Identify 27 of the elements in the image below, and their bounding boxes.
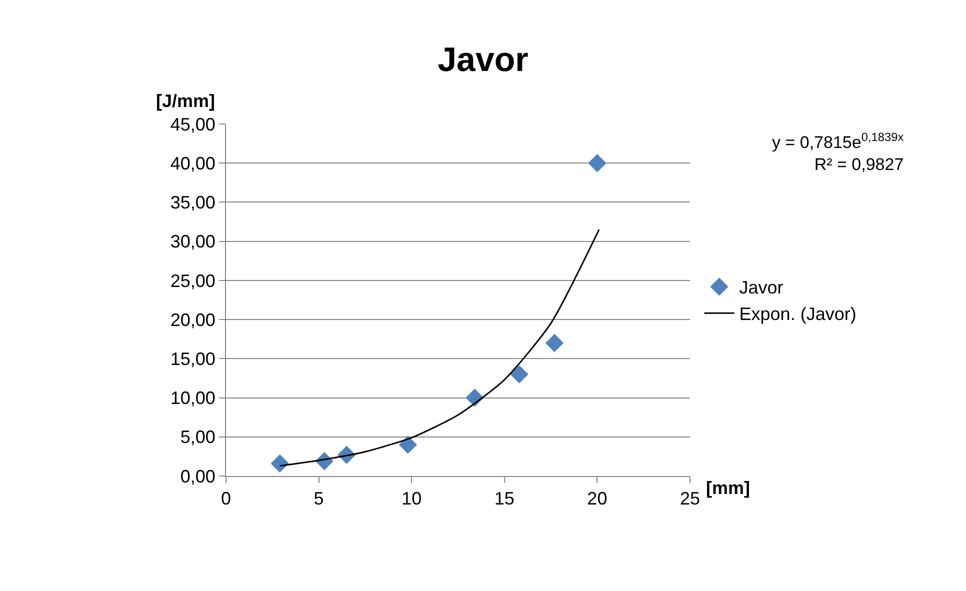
y-tick-label: 5,00 — [180, 427, 216, 448]
x-tick-label: 15 — [494, 488, 514, 509]
legend-label: Javor — [739, 278, 784, 298]
y-tick-label: 15,00 — [170, 348, 216, 369]
y-tick-label: 10,00 — [170, 388, 216, 408]
text: y = 0,7815e$^{0,1839x}$ R² = 0,9827 — [772, 130, 904, 174]
point — [588, 154, 606, 172]
legend-label: Expon. (Javor) — [739, 304, 856, 324]
x-axis-title: [mm] — [706, 478, 750, 498]
y-axis-title: [J/mm] — [156, 91, 216, 111]
y-tick-label: 45,00 — [170, 114, 216, 134]
y-tick-label: 20,00 — [170, 310, 216, 330]
point — [545, 334, 564, 352]
chart-title: Javor — [438, 41, 528, 79]
point — [398, 436, 417, 454]
y-tick-label: 30,00 — [170, 232, 216, 252]
x-tick-label: 0 — [220, 488, 232, 509]
y-tick-label: 40,00 — [170, 153, 216, 174]
x-tick-label: 10 — [402, 488, 422, 509]
x-tick-label: 20 — [587, 488, 608, 509]
x-tick-label: 25 — [680, 488, 700, 509]
y-tick-label: 0,00 — [180, 466, 216, 486]
y-tick-label: 25,00 — [170, 270, 216, 291]
point — [270, 454, 289, 473]
point — [510, 365, 528, 384]
y-tick-label: 35,00 — [170, 192, 216, 213]
x-tick-label: 5 — [314, 488, 324, 509]
